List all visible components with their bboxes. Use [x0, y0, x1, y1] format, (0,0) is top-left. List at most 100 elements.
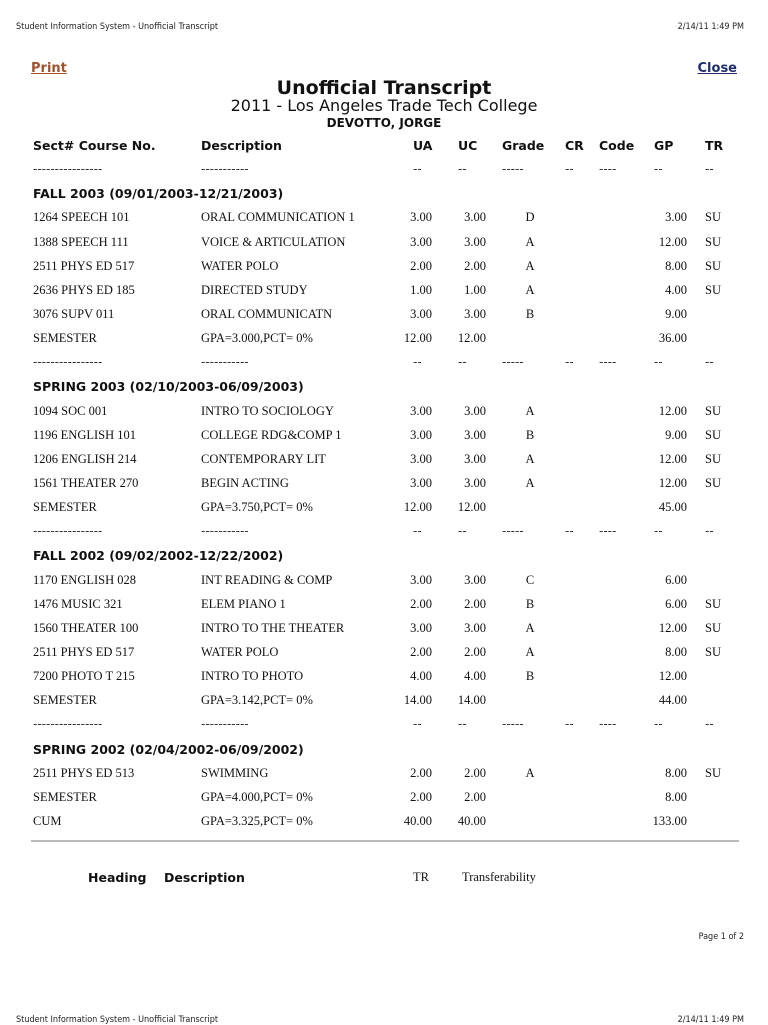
cell-course: CUM: [33, 813, 62, 828]
legend-tr: TR: [413, 870, 429, 884]
course-row: 1388 SPEECH 111 VOICE & ARTICULATION 3.00 3…: [0, 231, 768, 255]
cell-grade: A: [525, 620, 535, 635]
cell-desc: GPA=3.000,PCT= 0%: [201, 331, 313, 346]
course-row: 2511 PHYS ED 517 WATER POLO 2.00 2.00 A 8.00 S…: [0, 641, 768, 665]
cell-grade: A: [525, 234, 535, 249]
cell-desc: Description: [201, 138, 282, 153]
cell-tr: SU: [705, 210, 721, 225]
cell-grade: A: [525, 644, 535, 659]
cell-heading: SPRING 2003 (02/10/2003-06/09/2003): [33, 379, 304, 395]
cell-course: 2636 PHYS ED 185: [33, 282, 135, 297]
cell-ua: 3.00: [410, 620, 432, 635]
course-row: 2511 PHYS ED 513 SWIMMING 2.00 2.00 A 8.00 SU: [0, 762, 768, 786]
cell-gp: 6.00: [665, 572, 687, 587]
cell-grade: A: [525, 475, 535, 490]
page-footer-date: 2/14/11 1:49 PM: [677, 1015, 744, 1025]
summary-row: SEMESTER GPA=3.142,PCT= 0% 14.00 14.00 44.00: [0, 689, 768, 713]
cell-desc: ELEM PIANO 1: [201, 596, 286, 611]
cell-grade: A: [525, 258, 535, 273]
cell-course: SEMESTER: [33, 331, 97, 346]
cell-uc: 3.00: [464, 210, 486, 225]
page-header-title: Student Information System - Unofficial …: [16, 22, 219, 32]
cell-course: 2511 PHYS ED 513: [33, 765, 135, 780]
cell-grade: Grade: [502, 138, 545, 153]
cell-sect: ----------------: [33, 162, 103, 177]
cell-tr: --: [705, 355, 714, 370]
cell-ua: 3.00: [410, 403, 432, 418]
separator-row: ---------------- ----------- -- -- ----- -- --…: [0, 158, 768, 182]
cell-ua: 14.00: [403, 693, 432, 708]
cell-uc: --: [458, 162, 467, 177]
cell-uc: 12.00: [457, 331, 486, 346]
cell-course: 1561 THEATER 270: [33, 475, 139, 490]
cell-uc: 12.00: [457, 500, 486, 515]
print-link[interactable]: Print: [31, 61, 67, 76]
cell-ua: 3.00: [410, 572, 432, 587]
cell-ua: 3.00: [410, 234, 432, 249]
cell-course: 1206 ENGLISH 214: [33, 451, 137, 466]
cell-grade: -----: [502, 717, 524, 732]
cell-grade: B: [525, 306, 535, 321]
summary-row: SEMESTER GPA=4.000,PCT= 0% 2.00 2.00 8.00: [0, 786, 768, 810]
cell-code: ----: [599, 355, 617, 370]
cell-desc: -----------: [201, 524, 249, 539]
cell-course: 2511 PHYS ED 517: [33, 644, 135, 659]
cell-tr: SU: [705, 258, 721, 273]
close-link[interactable]: Close: [697, 61, 737, 76]
cell-uc: 3.00: [464, 403, 486, 418]
page-number: Page 1 of 2: [698, 932, 744, 942]
course-row: 7200 PHOTO T 215 INTRO TO PHOTO 4.00 4.00 B 1…: [0, 665, 768, 689]
course-row: 2511 PHYS ED 517 WATER POLO 2.00 2.00 A 8.00 S…: [0, 255, 768, 279]
cell-course: 1476 MUSIC 321: [33, 596, 123, 611]
cell-ua: --: [413, 162, 422, 177]
cell-gp: 9.00: [665, 427, 687, 442]
cell-sect: Sect# Course No.: [33, 138, 156, 153]
cell-ua: 12.00: [403, 500, 432, 515]
cell-tr: SU: [705, 427, 721, 442]
cell-ua: 3.00: [410, 306, 432, 321]
cell-uc: 3.00: [464, 620, 486, 635]
cell-uc: 40.00: [457, 813, 486, 828]
cell-heading: FALL 2002 (09/02/2002-12/22/2002): [33, 548, 284, 564]
cell-grade: A: [525, 282, 535, 297]
cell-gp: 12.00: [658, 475, 687, 490]
cell-uc: 3.00: [464, 306, 486, 321]
cell-grade: D: [525, 210, 535, 225]
cell-gp: 8.00: [665, 765, 687, 780]
cell-grade: B: [525, 596, 535, 611]
term-heading: SPRING 2002 (02/04/2002-06/09/2002): [0, 738, 768, 762]
cell-tr: TR: [705, 138, 724, 153]
course-row: 1560 THEATER 100 INTRO TO THE THEATER 3.00…: [0, 617, 768, 641]
cell-ua: --: [413, 717, 422, 732]
cell-ua: --: [413, 355, 422, 370]
cell-desc: BEGIN ACTING: [201, 475, 289, 490]
summary-row: CUM GPA=3.325,PCT= 0% 40.00 40.00 133.00: [0, 810, 768, 834]
cell-gp: 12.00: [658, 620, 687, 635]
cell-uc: 2.00: [464, 765, 486, 780]
cell-tr: SU: [705, 282, 721, 297]
cell-desc: CONTEMPORARY LIT: [201, 451, 326, 466]
cell-course: 7200 PHOTO T 215: [33, 669, 135, 684]
cell-cr: --: [565, 355, 574, 370]
cell-cr: --: [565, 524, 574, 539]
cell-uc: --: [458, 524, 467, 539]
cell-heading: SPRING 2002 (02/04/2002-06/09/2002): [33, 741, 304, 757]
cell-gp: 12.00: [658, 234, 687, 249]
summary-row: SEMESTER GPA=3.750,PCT= 0% 12.00 12.00 45.00: [0, 496, 768, 520]
page-footer-title: Student Information System - Unofficial …: [16, 1015, 219, 1025]
cell-course: 1094 SOC 001: [33, 403, 108, 418]
cell-gp: 3.00: [665, 210, 687, 225]
cell-uc: --: [458, 717, 467, 732]
cell-course: 1264 SPEECH 101: [33, 210, 130, 225]
cell-gp: 12.00: [658, 403, 687, 418]
legend-description: Description: [164, 870, 245, 885]
transcript-table: Sect# Course No. Description UA UC Grade CR Co…: [0, 134, 768, 834]
cell-ua: 2.00: [410, 789, 432, 804]
cell-sect: ----------------: [33, 355, 103, 370]
cell-gp: 6.00: [665, 596, 687, 611]
cell-gp: 45.00: [658, 500, 687, 515]
cell-desc: -----------: [201, 717, 249, 732]
cell-desc: -----------: [201, 355, 249, 370]
cell-gp: 12.00: [658, 669, 687, 684]
cell-ua: 2.00: [410, 258, 432, 273]
